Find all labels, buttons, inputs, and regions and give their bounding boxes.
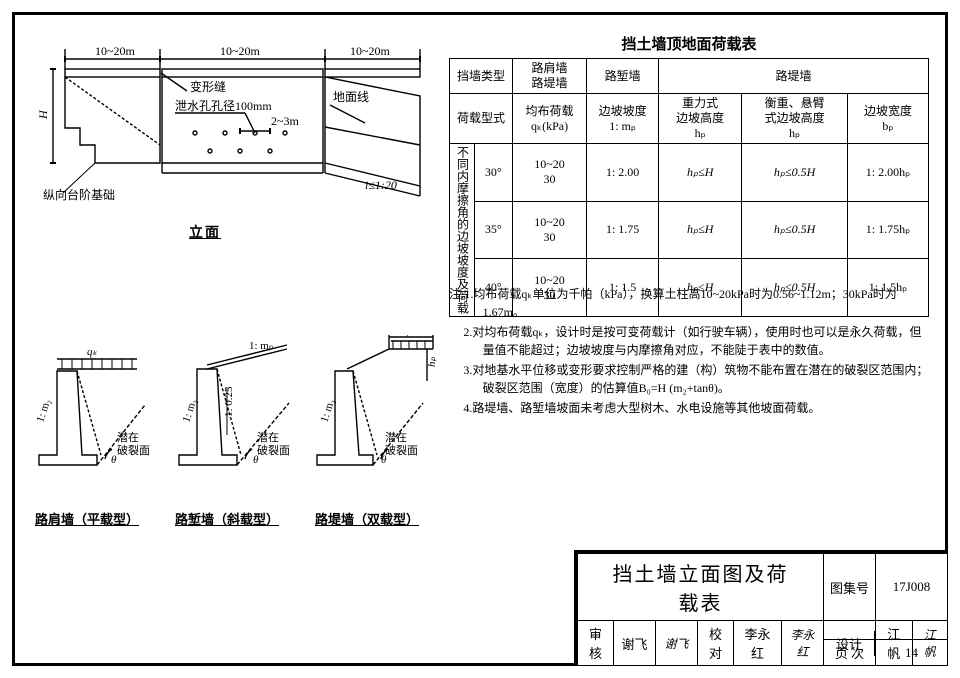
note-2: 2.对均布荷载qₖ，设计时是按可变荷载计（如行驶车辆），使用时也可以是永久荷载，…	[449, 323, 929, 359]
page-no: 14	[876, 640, 948, 666]
label-weep-spacing: 2~3m	[271, 114, 299, 128]
bp-1: 1: 1.75hₚ	[847, 201, 928, 259]
label-weep: 泄水孔孔径100mm	[175, 99, 272, 113]
slope025-2: 1: 0.25	[223, 386, 235, 417]
qk-1: 10~20 30	[512, 201, 586, 259]
qk-label-1: qₖ	[87, 346, 98, 358]
label-stepped-fdn: 纵向台阶基础	[43, 187, 115, 202]
hdr-shoulder-cut: 路肩墙 路堤墙	[512, 59, 586, 94]
notes: 注:1.均布荷载qₖ单位为千帕（kPa），换算土柱高10~20kPa时为0.56…	[449, 285, 929, 419]
section-label-shoulder: 路肩墙（平载型）	[17, 509, 157, 528]
section-label-embankment: 路堤墙（双载型）	[297, 509, 437, 528]
dim-span-right: 10~20m	[350, 44, 390, 58]
qk-0: 10~20 30	[512, 144, 586, 202]
latent-3a: 潜在	[385, 430, 407, 444]
hdr-cant-hp: 衡重、悬臂 式边坡高度 hₚ	[742, 94, 848, 144]
elevation-caption: 立面	[165, 222, 245, 242]
hdr-bp: 边坡宽度 bₚ	[847, 94, 928, 144]
note-3: 3.对地基水平位移或变形要求控制严格的建（构）筑物不能布置在潜在的破裂区范围内；…	[449, 361, 929, 397]
latent-1a: 潜在	[117, 430, 139, 444]
hp-label-3: hₚ	[426, 357, 438, 368]
mp-label-2: 1: mₚ	[249, 340, 274, 352]
angle-0: 30°	[474, 144, 512, 202]
hdr-qk: 均布荷载 qₖ(kPa)	[512, 94, 586, 144]
latent-3b: 破裂面	[385, 443, 418, 457]
load-table-grid: 挡墙类型 路肩墙 路堤墙 路堑墙 路堤墙 荷载型式 均布荷载 qₖ(kPa) 边…	[449, 58, 929, 317]
page-label: 页 次	[824, 640, 876, 666]
notes-prefix: 注:	[449, 287, 464, 301]
hdr-load-type: 荷载型式	[450, 94, 513, 144]
load-table-title: 挡土墙顶地面荷载表	[449, 33, 929, 54]
drawing-sheet: 10~20m 10~20m 10~20m H 变形缝 泄水孔孔径100mm 2~…	[0, 0, 960, 678]
load-table: 挡土墙顶地面荷载表 挡墙类型 路肩墙 路堤墙 路堑墙 路堤墙 荷载型式 均布荷载…	[449, 33, 929, 317]
section-label-cut: 路堑墙（斜载型）	[157, 509, 297, 528]
label-slope: i≤1:20	[365, 178, 397, 192]
album-label: 图集号	[824, 554, 876, 621]
mp-1: 1: 1.75	[587, 201, 659, 259]
bp-label-3: bₚ	[401, 335, 412, 338]
height-label: H	[36, 109, 50, 120]
note-4: 4.路堤墙、路堑墙坡面未考虑大型树木、水电设施等其他坡面荷载。	[449, 399, 929, 417]
hdr-grav-hp: 重力式 边坡高度 hₚ	[659, 94, 742, 144]
review-sig: 谢飞	[656, 621, 698, 666]
check-sig: 李永红	[782, 621, 824, 666]
album-no: 17J008	[876, 554, 948, 621]
hdr-cut: 路堑墙	[587, 59, 659, 94]
angle-1: 35°	[474, 201, 512, 259]
latent-1b: 破裂面	[117, 443, 150, 457]
check-name: 李永红	[734, 621, 782, 666]
cant-1: hₚ≤0.5H	[742, 201, 848, 259]
titleblock: 挡土墙立面图及荷载表 图集号 17J008 审核 谢飞 谢飞 校对 李永红 李永…	[574, 550, 948, 666]
elevation-diagram: 10~20m 10~20m 10~20m H 变形缝 泄水孔孔径100mm 2~…	[25, 33, 435, 238]
dim-span-mid: 10~20m	[220, 44, 260, 58]
review-name: 谢飞	[614, 621, 656, 666]
dim-span-left: 10~20m	[95, 44, 135, 58]
check-label: 校对	[698, 621, 734, 666]
cross-sections: qₖ 1: m₂ θ 潜在 破裂面 1: mₚ 1: m₂ 1: 0.25 θ …	[21, 335, 441, 545]
note-1: 1.均布荷载qₖ单位为千帕（kPa），换算土柱高10~20kPa时为0.56~1…	[464, 287, 896, 319]
hdr-wall-type: 挡墙类型	[450, 59, 513, 94]
cant-0: hₚ≤0.5H	[742, 144, 848, 202]
m2-label-1: 1: m₂	[34, 398, 53, 424]
doc-title: 挡土墙立面图及荷载表	[578, 554, 824, 621]
bp-0: 1: 2.00hₚ	[847, 144, 928, 202]
label-groundline: 地面线	[333, 90, 369, 104]
hdr-mp: 边坡坡度 1: mₚ	[587, 94, 659, 144]
grav-1: hₚ≤H	[659, 201, 742, 259]
grav-0: hₚ≤H	[659, 144, 742, 202]
latent-2b: 破裂面	[257, 443, 290, 457]
label-joint: 变形缝	[190, 79, 226, 94]
mp-0: 1: 2.00	[587, 144, 659, 202]
latent-2a: 潜在	[257, 430, 279, 444]
review-label: 审核	[578, 621, 614, 666]
drawing-border: 10~20m 10~20m 10~20m H 变形缝 泄水孔孔径100mm 2~…	[12, 12, 948, 666]
hdr-embankment: 路堤墙	[659, 59, 929, 94]
